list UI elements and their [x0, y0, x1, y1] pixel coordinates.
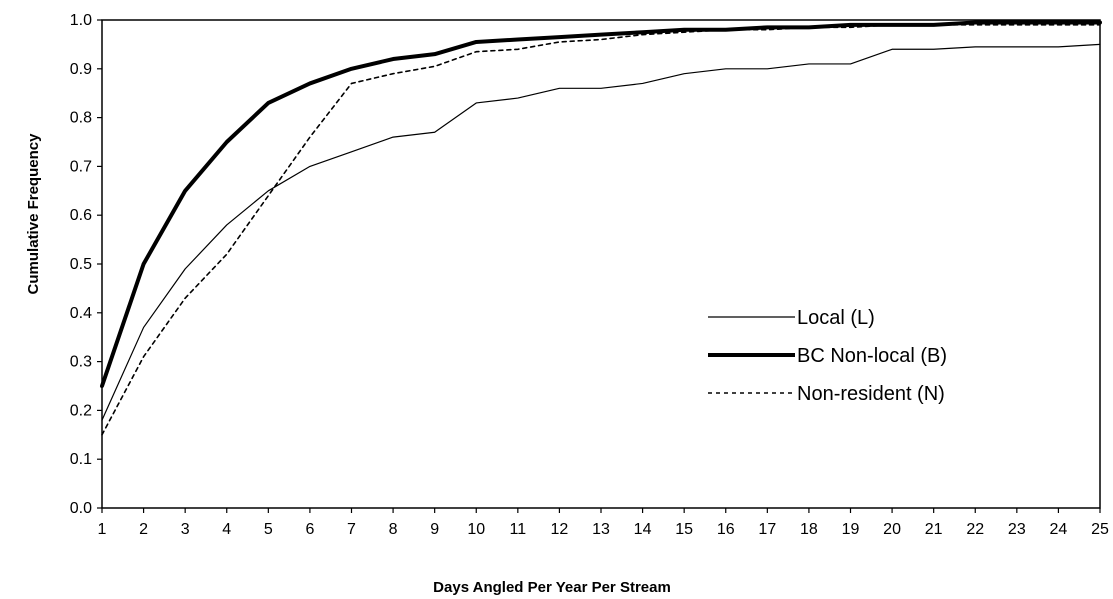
series-line-3 — [101, 24, 1101, 436]
y-axis-title: Cumulative Frequency — [25, 133, 42, 295]
y-tick-label: 0.7 — [70, 158, 92, 175]
y-tick-label: 0.6 — [70, 207, 92, 224]
x-tick-label: 10 — [467, 521, 485, 538]
x-tick-label: 1 — [98, 521, 107, 538]
y-tick-label: 0.4 — [70, 305, 92, 322]
x-tick-label: 13 — [592, 521, 610, 538]
x-tick-label: 19 — [842, 521, 860, 538]
y-tick-label: 0.0 — [70, 500, 92, 517]
x-tick-label: 9 — [430, 521, 439, 538]
y-tick-label: 0.8 — [70, 110, 92, 127]
x-tick-label: 22 — [966, 521, 984, 538]
legend-label-3: Non-resident (N) — [797, 383, 945, 405]
x-tick-label: 21 — [925, 521, 943, 538]
legend-label-1: Local (L) — [797, 307, 875, 329]
x-tick-label: 6 — [305, 521, 314, 538]
x-tick-label: 14 — [634, 521, 652, 538]
x-tick-label: 12 — [551, 521, 569, 538]
x-tick-label: 2 — [139, 521, 148, 538]
x-tick-label: 17 — [758, 521, 776, 538]
x-tick-label: 8 — [389, 521, 398, 538]
x-tick-label: 24 — [1050, 521, 1068, 538]
x-tick-label: 18 — [800, 521, 818, 538]
x-tick-label: 25 — [1091, 521, 1109, 538]
x-tick-label: 15 — [675, 521, 693, 538]
y-tick-label: 1.0 — [70, 12, 92, 29]
x-tick-label: 7 — [347, 521, 356, 538]
x-axis-title: Days Angled Per Year Per Stream — [433, 579, 671, 596]
x-tick-label: 20 — [883, 521, 901, 538]
x-tick-label: 16 — [717, 521, 735, 538]
y-tick-label: 0.1 — [70, 451, 92, 468]
plot-area-frame — [101, 19, 1101, 509]
x-tick-label: 3 — [181, 521, 190, 538]
y-tick-label: 0.2 — [70, 402, 92, 419]
x-tick-label: 4 — [222, 521, 231, 538]
y-tick-label: 0.5 — [70, 256, 92, 273]
y-tick-label: 0.9 — [70, 61, 92, 78]
x-tick-label: 5 — [264, 521, 273, 538]
x-tick-label: 11 — [510, 521, 527, 538]
series-line-1 — [101, 43, 1101, 421]
x-tick-label: 23 — [1008, 521, 1026, 538]
legend-label-2: BC Non-local (B) — [797, 345, 947, 367]
y-tick-label: 0.3 — [70, 354, 92, 371]
